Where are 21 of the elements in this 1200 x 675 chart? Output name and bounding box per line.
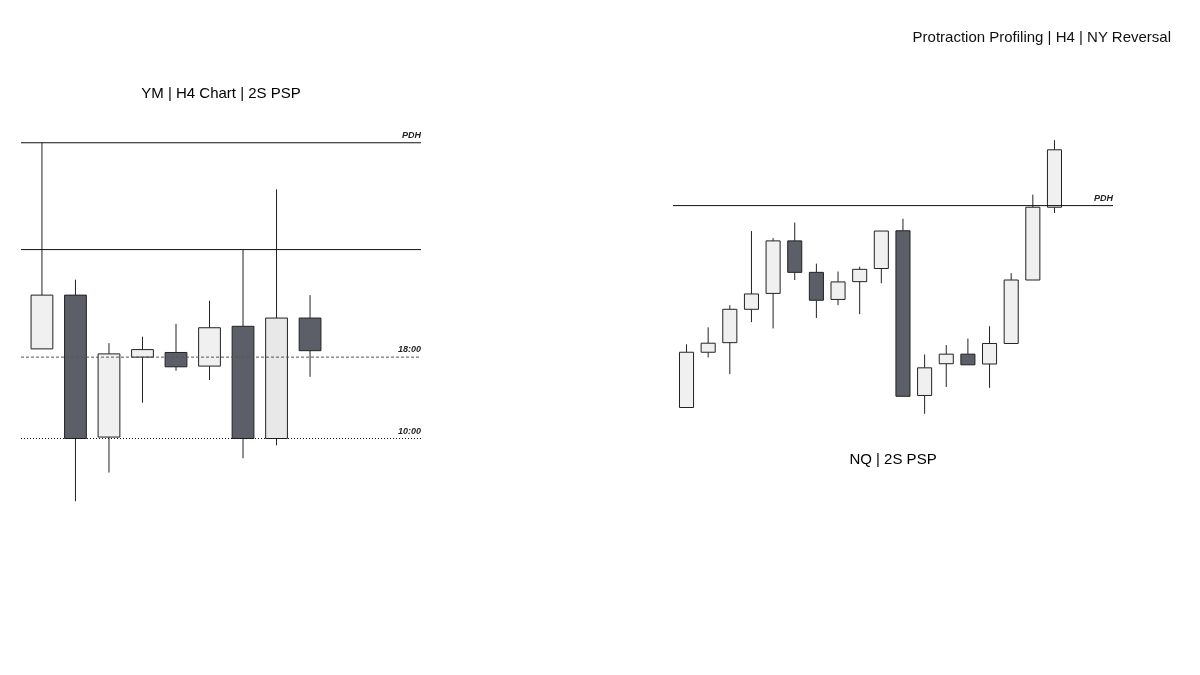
candlestick	[743, 230, 759, 323]
candlestick	[131, 336, 154, 404]
candlestick	[164, 323, 188, 372]
candlestick	[722, 304, 738, 375]
text: Protraction Profiling | H4 | NY Reversal	[912, 28, 1171, 45]
candlestick	[198, 300, 221, 381]
candlestick	[917, 353, 933, 415]
candlestick	[765, 237, 781, 329]
ref-line-label: PDH	[401, 129, 422, 140]
chart-title: YM | H4 Chart | 2S PSP	[141, 83, 301, 101]
ref-line-label: 18:00	[397, 344, 421, 355]
candlestick	[982, 325, 998, 389]
candlestick	[97, 342, 121, 474]
candlestick	[830, 271, 846, 306]
candlestick	[298, 294, 322, 378]
candlestick	[231, 249, 255, 459]
ref-line-label: 10:00	[397, 425, 421, 436]
ref-line-label: PDH	[1093, 192, 1114, 203]
text: NQ | 2S PSP	[849, 450, 937, 467]
candlestick	[938, 344, 954, 388]
candlestick	[64, 279, 87, 502]
